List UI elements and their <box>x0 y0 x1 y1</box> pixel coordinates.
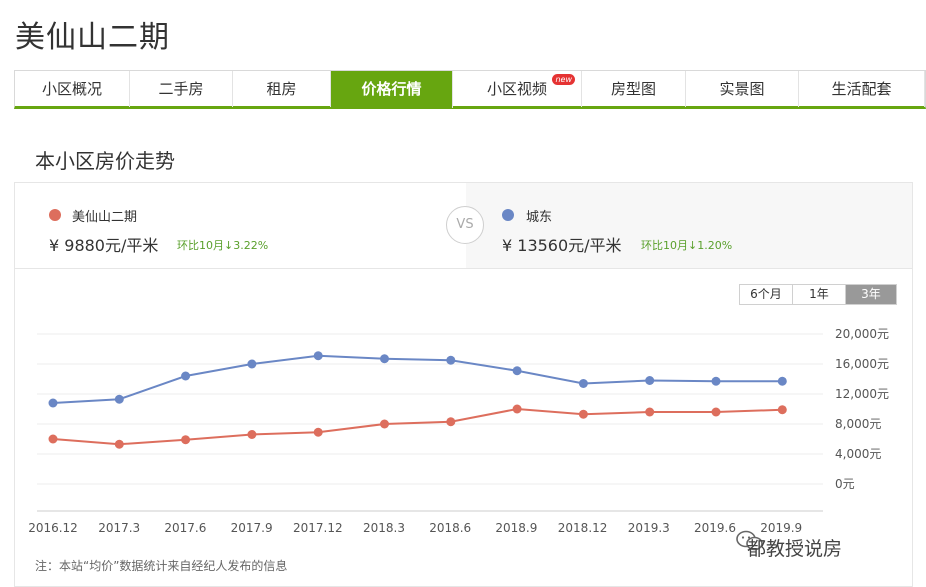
new-badge: new <box>552 74 575 85</box>
range-option-3[interactable]: 3年 <box>846 285 896 304</box>
compare-community-price: ¥ 9880元/平米 <box>49 236 159 255</box>
data-point <box>645 407 655 417</box>
tab-1[interactable]: 小区概况 <box>15 71 130 107</box>
x-tick-label: 2017.9 <box>231 521 273 535</box>
compare-district-name: 城东 <box>526 210 553 225</box>
compare-community-name: 美仙山二期 <box>72 210 138 225</box>
compare-district-change: 环比10月↓1.20% <box>641 239 733 252</box>
compare-card-district: 城东 ¥ 13560元/平米 环比10月↓1.20% <box>466 183 912 269</box>
tab-2[interactable]: 二手房 <box>130 71 233 107</box>
data-point <box>114 394 124 404</box>
section-title: 本小区房价走势 <box>35 149 175 173</box>
data-point <box>181 435 191 445</box>
data-point <box>777 376 787 386</box>
data-point <box>380 419 389 429</box>
y-tick-label: 4,000元 <box>835 447 881 461</box>
y-tick-label: 0元 <box>835 477 855 491</box>
data-point <box>711 407 721 417</box>
vs-badge: VS <box>446 206 484 244</box>
y-tick-label: 12,000元 <box>835 387 889 401</box>
x-tick-label: 2017.12 <box>293 521 343 535</box>
data-point <box>247 359 257 369</box>
tab-label: 二手房 <box>158 80 204 98</box>
x-tick-label: 2018.9 <box>495 521 537 535</box>
x-tick-label: 2019.6 <box>694 521 736 535</box>
tab-label: 小区视频 <box>486 80 547 98</box>
tab-label: 实景图 <box>719 80 765 98</box>
data-point <box>313 351 323 361</box>
tab-3[interactable]: 租房 <box>233 71 331 107</box>
wechat-icon <box>736 530 763 551</box>
data-point <box>48 434 58 444</box>
data-point <box>512 404 522 414</box>
price-trend-panel: 美仙山二期 ¥ 9880元/平米 环比10月↓3.22% 城东 ¥ 13560元… <box>14 182 913 587</box>
data-point <box>645 376 655 385</box>
data-point <box>711 376 721 386</box>
tab-bar: 小区概况 二手房 租房 价格行情 小区视频 new 房型图 实景图 生活配套 <box>14 70 926 109</box>
y-tick-label: 8,000元 <box>835 417 881 431</box>
data-point <box>578 409 588 419</box>
x-tick-label: 2018.6 <box>429 521 471 535</box>
compare-card-community: 美仙山二期 ¥ 9880元/平米 环比10月↓3.22% <box>15 183 466 269</box>
data-point <box>48 398 58 408</box>
compare-community-change: 环比10月↓3.22% <box>177 239 269 252</box>
tab-label: 生活配套 <box>831 80 892 98</box>
data-point <box>446 355 456 365</box>
data-point <box>313 427 323 437</box>
tab-7[interactable]: 实景图 <box>686 71 799 107</box>
tab-5[interactable]: 小区视频 new <box>453 71 582 107</box>
data-point <box>512 366 522 376</box>
range-option-2[interactable]: 1年 <box>793 285 846 304</box>
series-line-2 <box>52 407 783 446</box>
y-tick-label: 16,000元 <box>835 357 889 371</box>
data-point <box>181 371 191 381</box>
tab-label: 价格行情 <box>361 80 422 98</box>
x-tick-label: 2017.6 <box>164 521 206 535</box>
x-tick-label: 2018.3 <box>363 521 405 535</box>
x-tick-label: 2016.12 <box>28 521 78 535</box>
watermark-text: 都教授说房 <box>747 538 843 560</box>
x-tick-label: 2019.3 <box>628 521 670 535</box>
data-point <box>578 379 588 388</box>
tab-label: 租房 <box>266 80 297 98</box>
series-line-1 <box>52 354 783 404</box>
data-point <box>247 430 257 439</box>
tab-label: 小区概况 <box>41 80 102 98</box>
time-range-selector: 6个月 1年 3年 <box>739 284 897 305</box>
x-tick-label: 2019.9 <box>760 521 802 535</box>
series-dot-community <box>49 209 61 221</box>
series-dot-district <box>502 209 514 221</box>
range-option-1[interactable]: 6个月 <box>740 285 793 304</box>
data-point <box>777 405 787 415</box>
tab-label: 房型图 <box>610 80 656 98</box>
data-point <box>380 354 389 364</box>
tab-4[interactable]: 价格行情 <box>331 71 453 108</box>
y-tick-label: 20,000元 <box>835 327 889 341</box>
data-point <box>446 417 456 427</box>
page-title: 美仙山二期 <box>15 20 170 55</box>
price-line-chart: 20,000元 16,000元 12,000元 8,000元 4,000元 0元 2016.… <box>28 327 889 535</box>
x-tick-label: 2017.3 <box>98 521 140 535</box>
footnote: 注：本站“均价”数据统计来自经纪人发布的信息 <box>35 559 288 573</box>
tab-8[interactable]: 生活配套 <box>799 71 925 107</box>
data-point <box>114 439 124 449</box>
x-tick-label: 2018.12 <box>558 521 608 535</box>
tab-6[interactable]: 房型图 <box>582 71 686 107</box>
compare-district-price: ¥ 13560元/平米 <box>502 236 622 255</box>
